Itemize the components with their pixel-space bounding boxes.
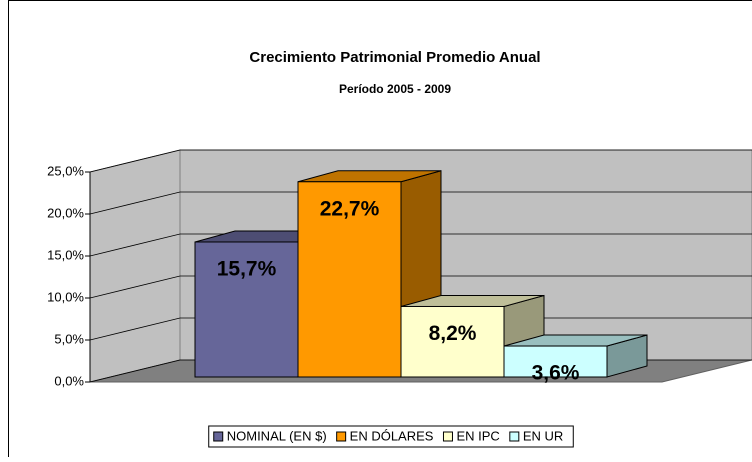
data-label: 8,2% xyxy=(429,322,477,345)
side-wall xyxy=(90,150,180,382)
legend-swatch xyxy=(214,432,223,441)
y-tick-label: 20,0% xyxy=(47,205,84,220)
y-tick-label: 10,0% xyxy=(47,289,84,304)
y-tick-label: 0,0% xyxy=(54,373,84,388)
legend: NOMINAL (EN $) EN DÓLARES EN IPC EN UR xyxy=(209,426,574,447)
y-tick-label: 5,0% xyxy=(54,331,84,346)
data-label: 15,7% xyxy=(217,258,277,281)
legend-swatch xyxy=(443,432,452,441)
legend-label: EN IPC xyxy=(456,428,499,443)
legend-label: EN UR xyxy=(523,428,563,443)
legend-label: NOMINAL (EN $) xyxy=(227,428,327,443)
data-label: 3,6% xyxy=(532,362,580,385)
chart-subtitle: Período 2005 - 2009 xyxy=(339,82,451,96)
legend-label: EN DÓLARES xyxy=(350,428,434,443)
y-tick-label: 25,0% xyxy=(47,163,84,178)
chart-title: Crecimiento Patrimonial Promedio Anual xyxy=(249,49,540,66)
y-tick-label: 15,0% xyxy=(47,247,84,262)
legend-swatch xyxy=(337,432,346,441)
data-label: 22,7% xyxy=(320,197,380,220)
legend-swatch xyxy=(510,432,519,441)
